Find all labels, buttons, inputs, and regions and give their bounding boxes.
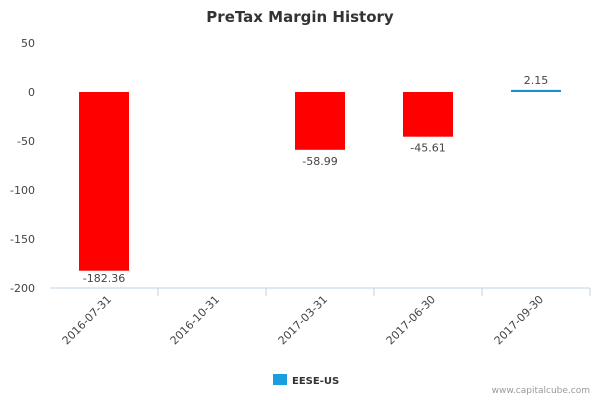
legend[interactable]: EESE-US — [273, 374, 339, 387]
x-tick-label: 2017-06-30 — [384, 293, 438, 347]
y-tick-label: -50 — [17, 135, 35, 148]
legend-swatch — [273, 374, 287, 385]
x-tick-label: 2016-10-31 — [168, 293, 222, 347]
x-axis: 2016-07-31 2016-10-31 2017-03-31 2017-06-30… — [60, 288, 591, 347]
data-label: -58.99 — [302, 155, 337, 168]
y-axis: 50 0 -50 -100 -150 -200 — [10, 37, 35, 295]
y-tick-label: -100 — [10, 184, 35, 197]
x-tick-label: 2017-09-30 — [492, 293, 546, 347]
bar[interactable] — [511, 89, 561, 92]
y-tick-label: -150 — [10, 233, 35, 246]
y-tick-label: 50 — [21, 37, 35, 50]
legend-label[interactable]: EESE-US — [292, 376, 339, 387]
bars — [79, 89, 561, 271]
bar[interactable] — [403, 92, 453, 137]
credit-text: www.capitalcube.com — [492, 386, 590, 396]
bar[interactable] — [295, 92, 345, 150]
x-tick-label: 2017-03-31 — [276, 293, 330, 347]
y-tick-label: -200 — [10, 282, 35, 295]
bar[interactable] — [79, 92, 129, 271]
chart-title: PreTax Margin History — [206, 8, 394, 26]
data-labels: -182.36 -58.99 -45.61 2.15 — [83, 74, 548, 285]
data-label: -45.61 — [410, 142, 445, 155]
data-label: 2.15 — [524, 74, 549, 87]
x-tick-label: 2016-07-31 — [60, 293, 114, 347]
data-label: -182.36 — [83, 272, 125, 285]
y-tick-label: 0 — [28, 86, 35, 99]
